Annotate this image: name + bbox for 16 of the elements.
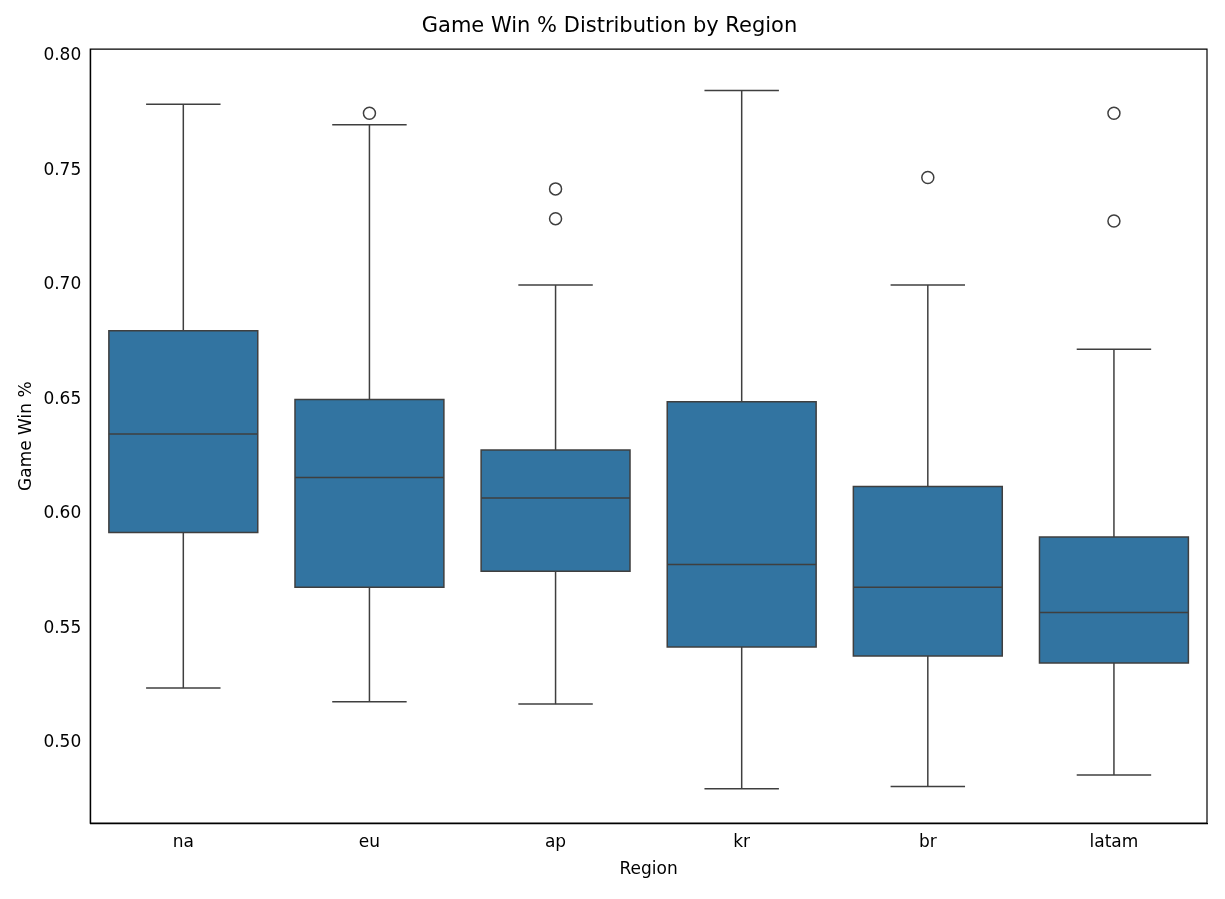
x-tick-label: na xyxy=(172,830,194,851)
y-tick-label: 0.75 xyxy=(43,158,82,179)
chart-title: Game Win % Distribution by Region xyxy=(421,13,798,38)
x-tick-label: kr xyxy=(733,830,751,851)
y-axis-title: Game Win % xyxy=(14,381,35,491)
y-tick-label: 0.80 xyxy=(43,44,82,65)
y-tick-label: 0.60 xyxy=(43,502,82,523)
x-axis-title: Region xyxy=(619,858,678,879)
x-tick-label: latam xyxy=(1089,830,1139,851)
y-tick-label: 0.65 xyxy=(43,387,82,408)
x-tick-label: ap xyxy=(544,830,567,851)
y-tick-label: 0.50 xyxy=(43,731,82,752)
y-tick-label: 0.70 xyxy=(43,273,82,294)
y-tick-label: 0.55 xyxy=(43,616,82,637)
x-tick-label: br xyxy=(918,830,937,851)
x-tick-label: eu xyxy=(358,830,381,851)
